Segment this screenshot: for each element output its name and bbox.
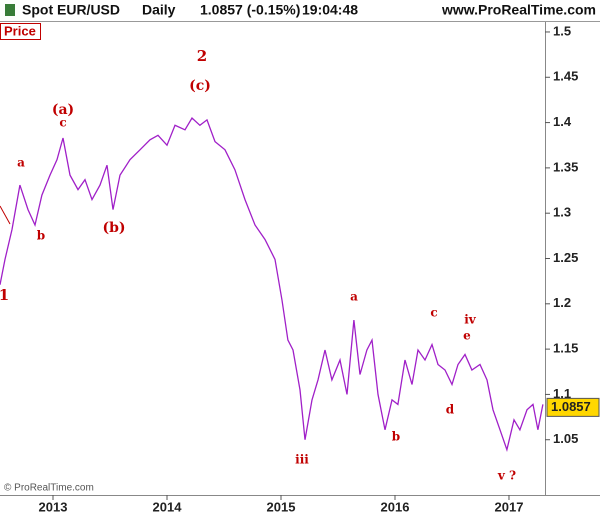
- wave-label: (c): [189, 78, 211, 94]
- wave-label: d: [446, 403, 455, 417]
- wave-label: c: [59, 116, 66, 130]
- y-tick-label: 1.1: [553, 386, 571, 401]
- panel-label: Price: [4, 23, 36, 38]
- change: 1.0857 (-0.15%): [200, 2, 300, 18]
- wave-label: c: [430, 306, 437, 320]
- price-line: [0, 116, 544, 453]
- wave-connector: [0, 205, 11, 225]
- y-tick-label: 1.3: [553, 205, 571, 220]
- wave-label: (b): [102, 220, 125, 236]
- instrument: Spot EUR/USD: [22, 2, 120, 18]
- x-tick-label: 2015: [267, 499, 296, 514]
- last-price-box: [546, 397, 600, 417]
- y-tick-label: 1.05: [553, 431, 578, 446]
- y-tick-label: 1.25: [553, 250, 578, 265]
- wave-label: 2: [197, 47, 207, 65]
- y-tick-label: 1.45: [553, 69, 578, 84]
- wave-label: a: [17, 156, 25, 170]
- app-icon: [5, 4, 15, 16]
- x-tick-label: 2013: [39, 499, 68, 514]
- wave-label: iv: [464, 313, 477, 327]
- panel-label-box: [0, 23, 41, 40]
- source: www.ProRealTime.com: [441, 2, 596, 18]
- y-tick-label: 1.15: [553, 341, 578, 356]
- wave-label: a: [350, 290, 358, 304]
- wave-label: 1: [0, 286, 9, 304]
- wave-label: v ?: [497, 469, 516, 483]
- y-tick-label: 1.2: [553, 295, 571, 310]
- x-tick-label: 2016: [381, 499, 410, 514]
- x-tick-label: 2014: [153, 499, 183, 514]
- wave-label: e: [463, 329, 471, 343]
- wave-label: b: [392, 430, 400, 444]
- last-price-label: 1.0857: [551, 399, 591, 414]
- wave-label: b: [37, 229, 45, 243]
- copyright: © ProRealTime.com: [4, 483, 94, 494]
- y-tick-label: 1.4: [553, 114, 572, 129]
- wave-label: (a): [52, 102, 74, 118]
- y-tick-label: 1.35: [553, 159, 578, 174]
- wave-label: iii: [295, 453, 309, 467]
- period: Daily: [142, 2, 176, 18]
- time: 19:04:48: [302, 2, 358, 18]
- y-tick-label: 1.5: [553, 23, 571, 38]
- x-tick-label: 2017: [495, 499, 524, 514]
